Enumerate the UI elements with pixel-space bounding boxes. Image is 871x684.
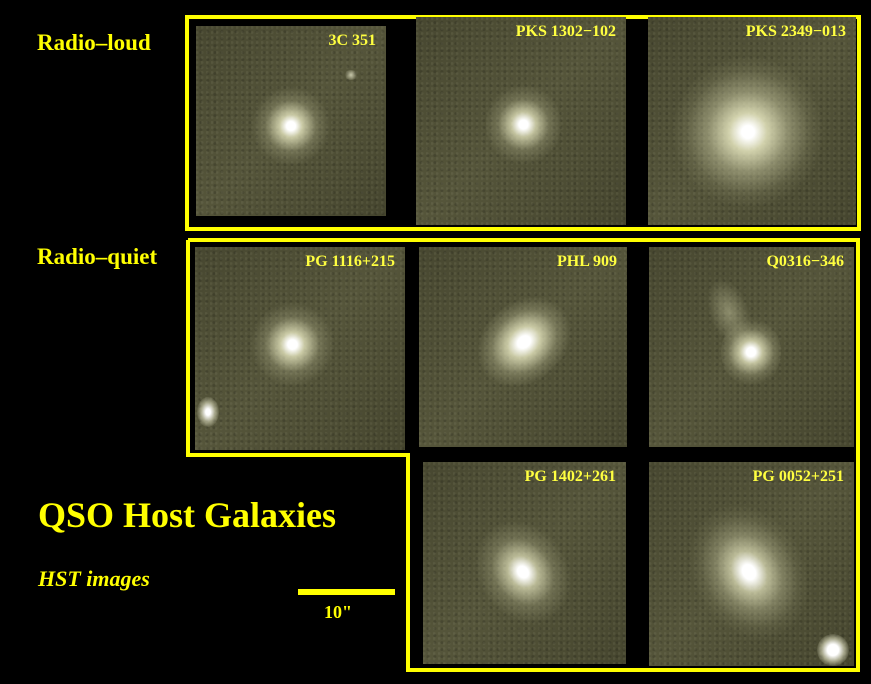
galaxy-panel-pg1402: PG 1402+261 bbox=[423, 462, 626, 664]
quasar-core bbox=[251, 86, 331, 166]
host-galaxy bbox=[721, 317, 781, 387]
scale-bar-label: 10" bbox=[324, 602, 352, 622]
panel-label: PG 1116+215 bbox=[305, 253, 395, 270]
host-galaxy bbox=[666, 483, 832, 661]
panel-label: PKS 2349−013 bbox=[745, 23, 846, 40]
radio-loud-label: Radio–loud bbox=[37, 30, 151, 55]
quasar-core bbox=[250, 302, 335, 387]
galaxy-panel-pks2349: PKS 2349−013 bbox=[648, 17, 856, 225]
galaxy-panel-q0316: Q0316−346 bbox=[649, 247, 854, 447]
panel-label: PG 1402+261 bbox=[524, 468, 616, 485]
bright-star bbox=[817, 634, 849, 666]
galaxy-panel-3c351: 3C 351 bbox=[196, 26, 386, 216]
panel-label: PHL 909 bbox=[556, 253, 617, 270]
companion-blob bbox=[344, 70, 358, 80]
quasar-core bbox=[486, 82, 561, 167]
panel-label: 3C 351 bbox=[328, 32, 376, 49]
host-galaxy bbox=[459, 279, 589, 405]
galaxy-panel-phl909: PHL 909 bbox=[419, 247, 627, 447]
companion-galaxy bbox=[197, 397, 219, 427]
radio-quiet-label: Radio–quiet bbox=[37, 244, 158, 269]
panel-label: PKS 1302−102 bbox=[515, 23, 616, 40]
host-galaxy bbox=[454, 501, 592, 643]
figure-subtitle: HST images bbox=[38, 566, 150, 591]
figure-title: QSO Host Galaxies bbox=[38, 495, 337, 535]
scale-bar bbox=[298, 589, 395, 595]
panel-label: PG 0052+251 bbox=[752, 468, 844, 485]
galaxy-panel-pg1116: PG 1116+215 bbox=[195, 247, 405, 450]
galaxy-panel-pks1302: PKS 1302−102 bbox=[416, 17, 626, 225]
host-galaxy bbox=[673, 57, 823, 207]
galaxy-panel-pg0052: PG 0052+251 bbox=[649, 462, 854, 666]
panel-label: Q0316−346 bbox=[766, 253, 844, 270]
